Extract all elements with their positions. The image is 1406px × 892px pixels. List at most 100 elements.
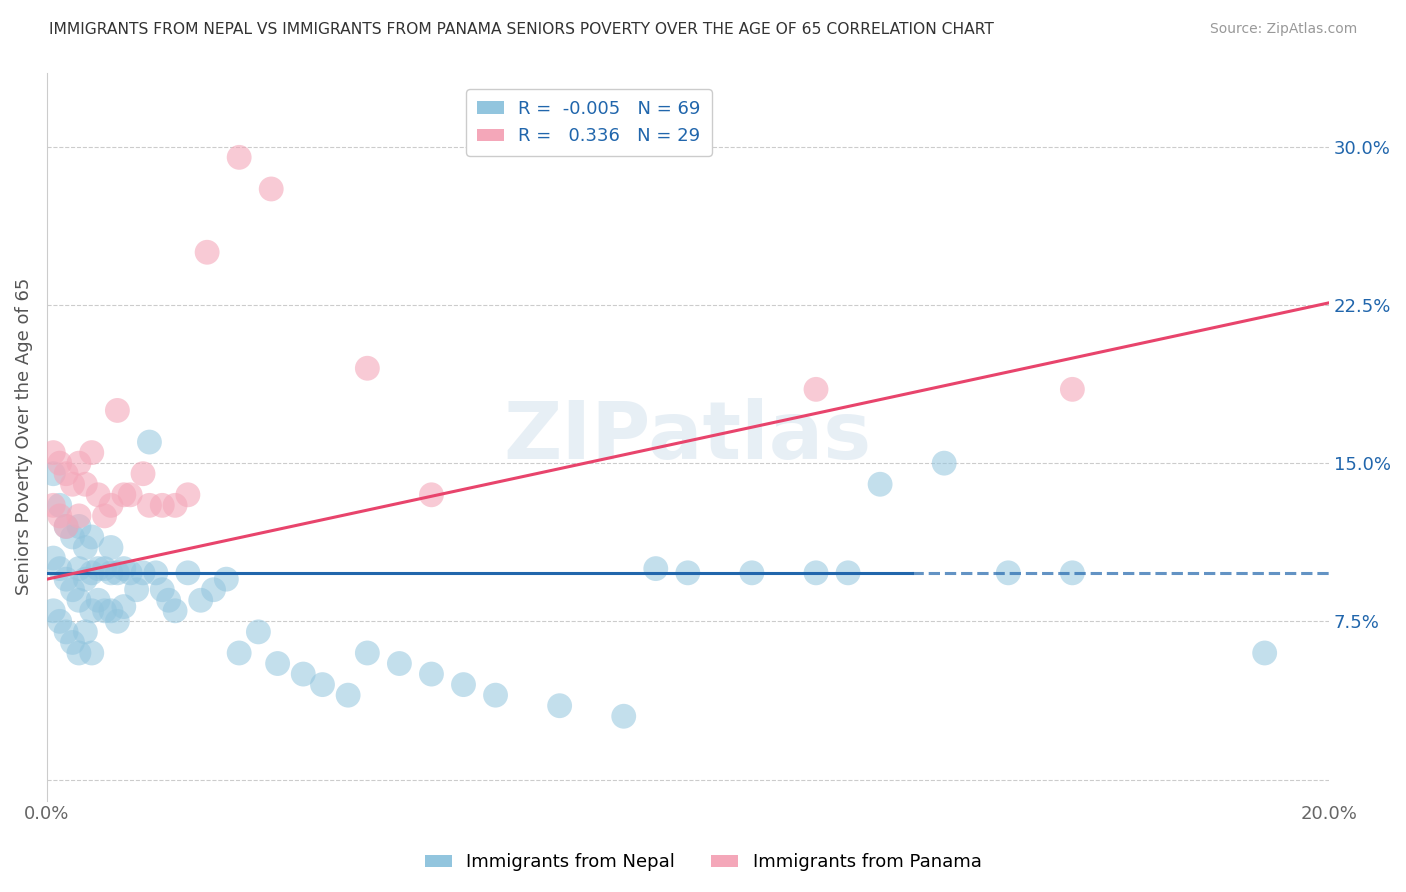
Point xyxy=(105,403,128,417)
Point xyxy=(453,678,475,692)
Point xyxy=(132,566,155,580)
Text: IMMIGRANTS FROM NEPAL VS IMMIGRANTS FROM PANAMA SENIORS POVERTY OVER THE AGE OF : IMMIGRANTS FROM NEPAL VS IMMIGRANTS FROM… xyxy=(49,22,994,37)
Point xyxy=(356,361,378,376)
Point xyxy=(112,488,135,502)
Point xyxy=(75,624,97,639)
Point xyxy=(215,572,238,586)
Point xyxy=(75,541,97,555)
Point xyxy=(67,508,90,523)
Point xyxy=(644,561,666,575)
Point xyxy=(548,698,571,713)
Point xyxy=(48,561,70,575)
Point xyxy=(292,667,315,681)
Point xyxy=(934,456,956,470)
Point xyxy=(105,566,128,580)
Point xyxy=(112,561,135,575)
Point xyxy=(150,499,173,513)
Point xyxy=(42,604,65,618)
Point xyxy=(120,488,142,502)
Point xyxy=(869,477,891,491)
Point xyxy=(388,657,411,671)
Point xyxy=(195,245,218,260)
Point xyxy=(42,551,65,566)
Point xyxy=(997,566,1019,580)
Legend: Immigrants from Nepal, Immigrants from Panama: Immigrants from Nepal, Immigrants from P… xyxy=(418,847,988,879)
Point xyxy=(311,678,333,692)
Point xyxy=(125,582,148,597)
Point xyxy=(420,667,443,681)
Point xyxy=(80,566,103,580)
Point xyxy=(228,646,250,660)
Point xyxy=(804,382,827,396)
Text: Source: ZipAtlas.com: Source: ZipAtlas.com xyxy=(1209,22,1357,37)
Point xyxy=(177,566,200,580)
Point xyxy=(75,477,97,491)
Point xyxy=(62,582,84,597)
Point xyxy=(177,488,200,502)
Point xyxy=(62,530,84,544)
Point xyxy=(80,530,103,544)
Point xyxy=(48,456,70,470)
Point xyxy=(87,593,110,607)
Point xyxy=(55,572,77,586)
Point xyxy=(420,488,443,502)
Point xyxy=(67,646,90,660)
Point xyxy=(202,582,225,597)
Point xyxy=(42,499,65,513)
Point xyxy=(48,508,70,523)
Point xyxy=(247,624,270,639)
Point xyxy=(228,150,250,164)
Point xyxy=(100,499,122,513)
Point xyxy=(93,604,115,618)
Text: ZIPatlas: ZIPatlas xyxy=(503,398,872,475)
Point xyxy=(484,688,506,702)
Point xyxy=(260,182,283,196)
Point xyxy=(100,604,122,618)
Point xyxy=(120,566,142,580)
Y-axis label: Seniors Poverty Over the Age of 65: Seniors Poverty Over the Age of 65 xyxy=(15,278,32,596)
Point xyxy=(150,582,173,597)
Point xyxy=(1062,382,1084,396)
Point xyxy=(741,566,763,580)
Point xyxy=(337,688,360,702)
Point xyxy=(62,477,84,491)
Point xyxy=(165,499,187,513)
Point xyxy=(837,566,859,580)
Point xyxy=(100,541,122,555)
Point xyxy=(55,519,77,533)
Point xyxy=(48,499,70,513)
Point xyxy=(145,566,167,580)
Point xyxy=(87,561,110,575)
Point xyxy=(80,646,103,660)
Point xyxy=(190,593,212,607)
Point xyxy=(165,604,187,618)
Point xyxy=(75,572,97,586)
Point xyxy=(55,467,77,481)
Point xyxy=(93,508,115,523)
Point xyxy=(67,561,90,575)
Point xyxy=(138,435,160,450)
Point xyxy=(1062,566,1084,580)
Point xyxy=(80,445,103,459)
Point xyxy=(48,615,70,629)
Point xyxy=(132,467,155,481)
Point xyxy=(67,593,90,607)
Point xyxy=(67,456,90,470)
Point xyxy=(42,467,65,481)
Point xyxy=(67,519,90,533)
Point xyxy=(55,624,77,639)
Legend: R =  -0.005   N = 69, R =   0.336   N = 29: R = -0.005 N = 69, R = 0.336 N = 29 xyxy=(467,89,711,156)
Point xyxy=(42,445,65,459)
Point xyxy=(676,566,699,580)
Point xyxy=(804,566,827,580)
Point xyxy=(80,604,103,618)
Point xyxy=(1253,646,1275,660)
Point xyxy=(112,599,135,614)
Point xyxy=(157,593,180,607)
Point xyxy=(87,488,110,502)
Point xyxy=(105,615,128,629)
Point xyxy=(55,519,77,533)
Point xyxy=(93,561,115,575)
Point xyxy=(62,635,84,649)
Point xyxy=(266,657,288,671)
